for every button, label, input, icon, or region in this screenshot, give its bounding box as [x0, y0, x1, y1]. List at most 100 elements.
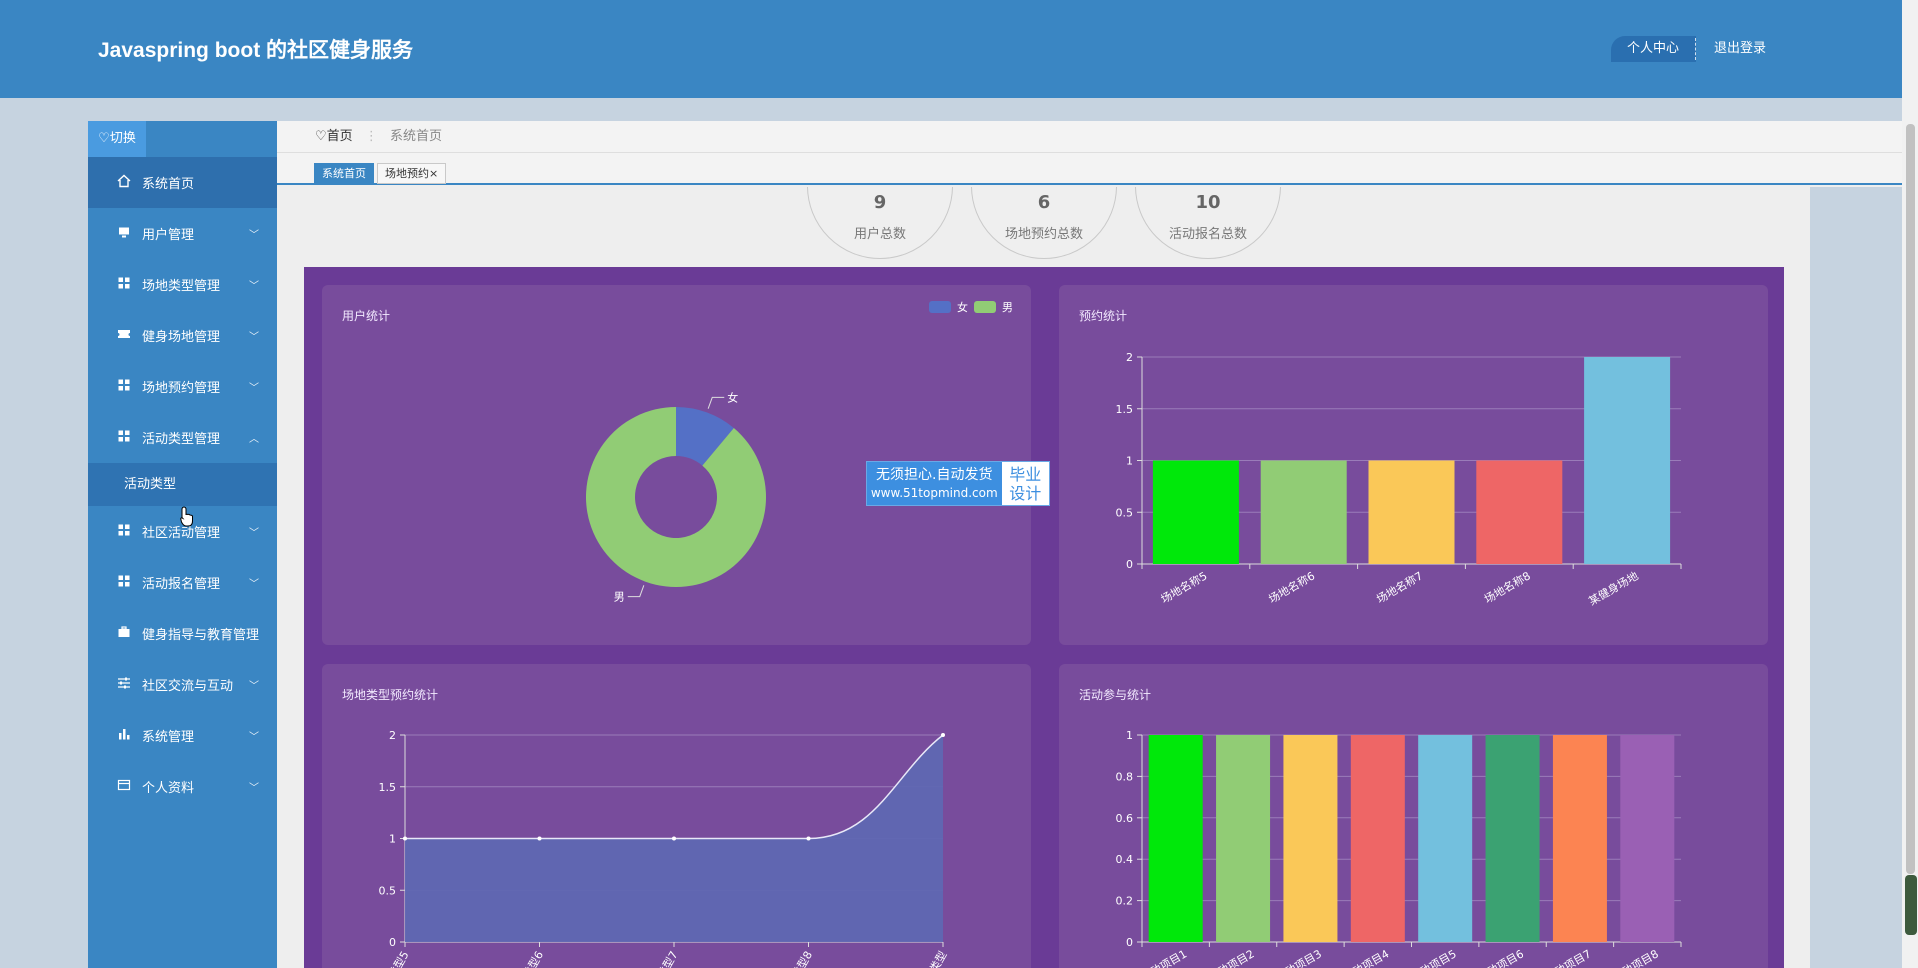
x-tick-label: 某健身场地: [1586, 568, 1641, 608]
stat-value: 9: [873, 192, 887, 213]
sidebar-item-activity-signup[interactable]: 活动报名管理 ﹀: [88, 557, 277, 608]
y-tick-label: 0.5: [379, 884, 397, 897]
tab-venue-booking[interactable]: 场地预约×: [377, 163, 447, 184]
sidebar-item-label: 个人资料: [142, 781, 195, 796]
main-area: ♡首页 ⋮ 系统首页 系统首页 场地预约× 9 用户总数 6 场地预约总数 10…: [277, 121, 1902, 968]
sidebar-item-fitness-venue[interactable]: 健身场地管理 ﹀: [88, 310, 277, 361]
sidebar-item-label: 活动报名管理: [142, 577, 221, 592]
id-card-icon: [116, 778, 132, 795]
x-tick-label: 场地名称7: [1374, 568, 1425, 606]
stat-label: 活动报名总数: [1168, 227, 1247, 242]
booking-bar-chart: 0 0.5 1 1.5 2 场地名称5 场地名称6 场地名称7 场地名称8 某健身场地: [1116, 351, 1682, 608]
x-tick-label: 活动项目4: [1341, 947, 1392, 968]
chevron-down-icon: ﹀: [249, 332, 259, 343]
x-tick-label: 场地名称6: [1266, 568, 1317, 606]
logout-button[interactable]: 退出登录: [1696, 36, 1785, 62]
sidebar-subitem-activity-type[interactable]: 活动类型: [88, 463, 277, 506]
chevron-down-icon: ﹀: [249, 528, 259, 539]
heart-icon: ♡: [315, 129, 327, 144]
watermark-badge[interactable]: 无须担心.自动发货 www.51topmind.com 毕业设计: [866, 461, 1050, 506]
x-tick-label: 活动项目8: [1610, 947, 1661, 968]
switch-label: 切换: [109, 131, 136, 146]
top-actions: 个人中心 退出登录: [1611, 36, 1785, 62]
legend-label: 男: [1002, 301, 1013, 314]
legend-label: 女: [957, 301, 968, 314]
y-tick-label: 0.4: [1116, 853, 1134, 866]
sidebar-item-profile[interactable]: 个人资料 ﹀: [88, 761, 277, 812]
chart-title: 活动参与统计: [1079, 688, 1152, 702]
tab-home[interactable]: 系统首页: [314, 163, 374, 184]
bar: [1152, 460, 1239, 564]
divider: [1695, 38, 1697, 60]
breadcrumb-separator: ⋮: [364, 129, 378, 144]
page-scrollbar[interactable]: [1902, 0, 1918, 968]
sidebar-menu: 系统首页 用户管理 ﹀ 场地类型管理 ﹀ 健身场地管理 ﹀ 场地预约管理 ﹀ 活…: [88, 157, 277, 812]
y-tick-label: 1.5: [1116, 403, 1134, 416]
sidebar-item-label: 健身场地管理: [142, 330, 221, 345]
x-tick-label: 场地名称8: [1482, 568, 1533, 606]
chevron-up-icon: ︿: [249, 434, 259, 445]
close-icon[interactable]: ×: [429, 167, 439, 180]
personal-center-button[interactable]: 个人中心: [1627, 41, 1680, 56]
pie-slice: [676, 407, 734, 466]
sidebar-item-venue-booking[interactable]: 场地预约管理 ﹀: [88, 361, 277, 412]
x-tick-label: 活动项目1: [1139, 947, 1190, 968]
watermark-text: 无须担心.自动发货 www.51topmind.com: [867, 462, 1002, 505]
y-tick-label: 0: [1126, 936, 1133, 949]
watermark-line2: www.51topmind.com: [870, 486, 998, 500]
sidebar-item-label: 健身指导与教育管理: [142, 628, 260, 643]
sidebar-item-label: 系统首页: [142, 177, 195, 192]
breadcrumb-home[interactable]: ♡首页: [315, 129, 353, 144]
ticket-icon: [116, 327, 132, 344]
bar: [1216, 735, 1271, 942]
y-tick-label: 1: [1126, 455, 1133, 468]
bar: [1260, 460, 1347, 564]
sidebar-item-label: 场地类型管理: [142, 279, 221, 294]
bar-chart-icon: [116, 727, 132, 744]
sliders-icon: [116, 676, 132, 693]
scrollbar-thumb[interactable]: [1906, 124, 1915, 874]
x-tick-label: 活动项目2: [1206, 947, 1257, 968]
y-tick-label: 2: [1126, 351, 1133, 364]
chart-title: 用户统计: [342, 309, 391, 323]
stat-signup-total: 10 活动报名总数: [1135, 187, 1281, 259]
sidebar-item-community-exchange[interactable]: 社区交流与互动 ﹀: [88, 659, 277, 710]
chevron-down-icon: ﹀: [249, 579, 259, 590]
sidebar-item-label: 用户管理: [142, 228, 195, 243]
chevron-down-icon: ﹀: [249, 383, 259, 394]
bar: [1418, 735, 1473, 942]
app-title: Javaspring boot 的社区健身服务: [98, 39, 414, 62]
switch-button[interactable]: ♡切换: [88, 121, 146, 157]
bar: [1368, 460, 1455, 564]
sidebar-item-fitness-guidance[interactable]: 健身指导与教育管理: [88, 608, 277, 659]
breadcrumb-current: 系统首页: [389, 129, 442, 144]
bar: [1552, 735, 1607, 942]
chevron-down-icon: ﹀: [249, 281, 259, 292]
grid-icon: [116, 429, 132, 446]
x-tick-label: 房类型: [921, 949, 950, 968]
sidebar-item-label: 社区交流与互动: [142, 679, 234, 694]
heart-icon: ♡: [98, 131, 110, 146]
chevron-down-icon: ﹀: [249, 230, 259, 241]
tab-label: 场地预约: [385, 167, 429, 180]
x-tick-label: 类型7: [654, 949, 681, 968]
breadcrumb-home-label: 首页: [326, 129, 353, 144]
sidebar-item-label: 活动类型管理: [142, 432, 221, 447]
sidebar-item-user-management[interactable]: 用户管理 ﹀: [88, 208, 277, 259]
sidebar: ♡切换 系统首页 用户管理 ﹀ 场地类型管理 ﹀ 健身场地管理 ﹀ 场地预约管理…: [88, 121, 277, 968]
sidebar-item-system-management[interactable]: 系统管理 ﹀: [88, 710, 277, 761]
chart-title: 场地类型预约统计: [342, 688, 439, 702]
sidebar-item-label: 社区活动管理: [142, 526, 221, 541]
sidebar-item-home[interactable]: 系统首页: [88, 157, 277, 208]
user-pie-chart: 女男: [586, 390, 766, 604]
right-margin: [1810, 187, 1902, 968]
sidebar-item-community-activity[interactable]: 社区活动管理 ﹀: [88, 506, 277, 557]
data-point: [806, 836, 811, 841]
x-tick-label: 类型8: [788, 949, 815, 968]
stat-value: 10: [1195, 192, 1221, 213]
sidebar-item-venue-type[interactable]: 场地类型管理 ﹀: [88, 259, 277, 310]
x-tick-label: 活动项目7: [1543, 947, 1594, 968]
top-header: Javaspring boot 的社区健身服务 个人中心 退出登录: [0, 0, 1902, 98]
floating-handle[interactable]: [1905, 875, 1917, 935]
sidebar-item-activity-type[interactable]: 活动类型管理 ︿: [88, 412, 277, 463]
